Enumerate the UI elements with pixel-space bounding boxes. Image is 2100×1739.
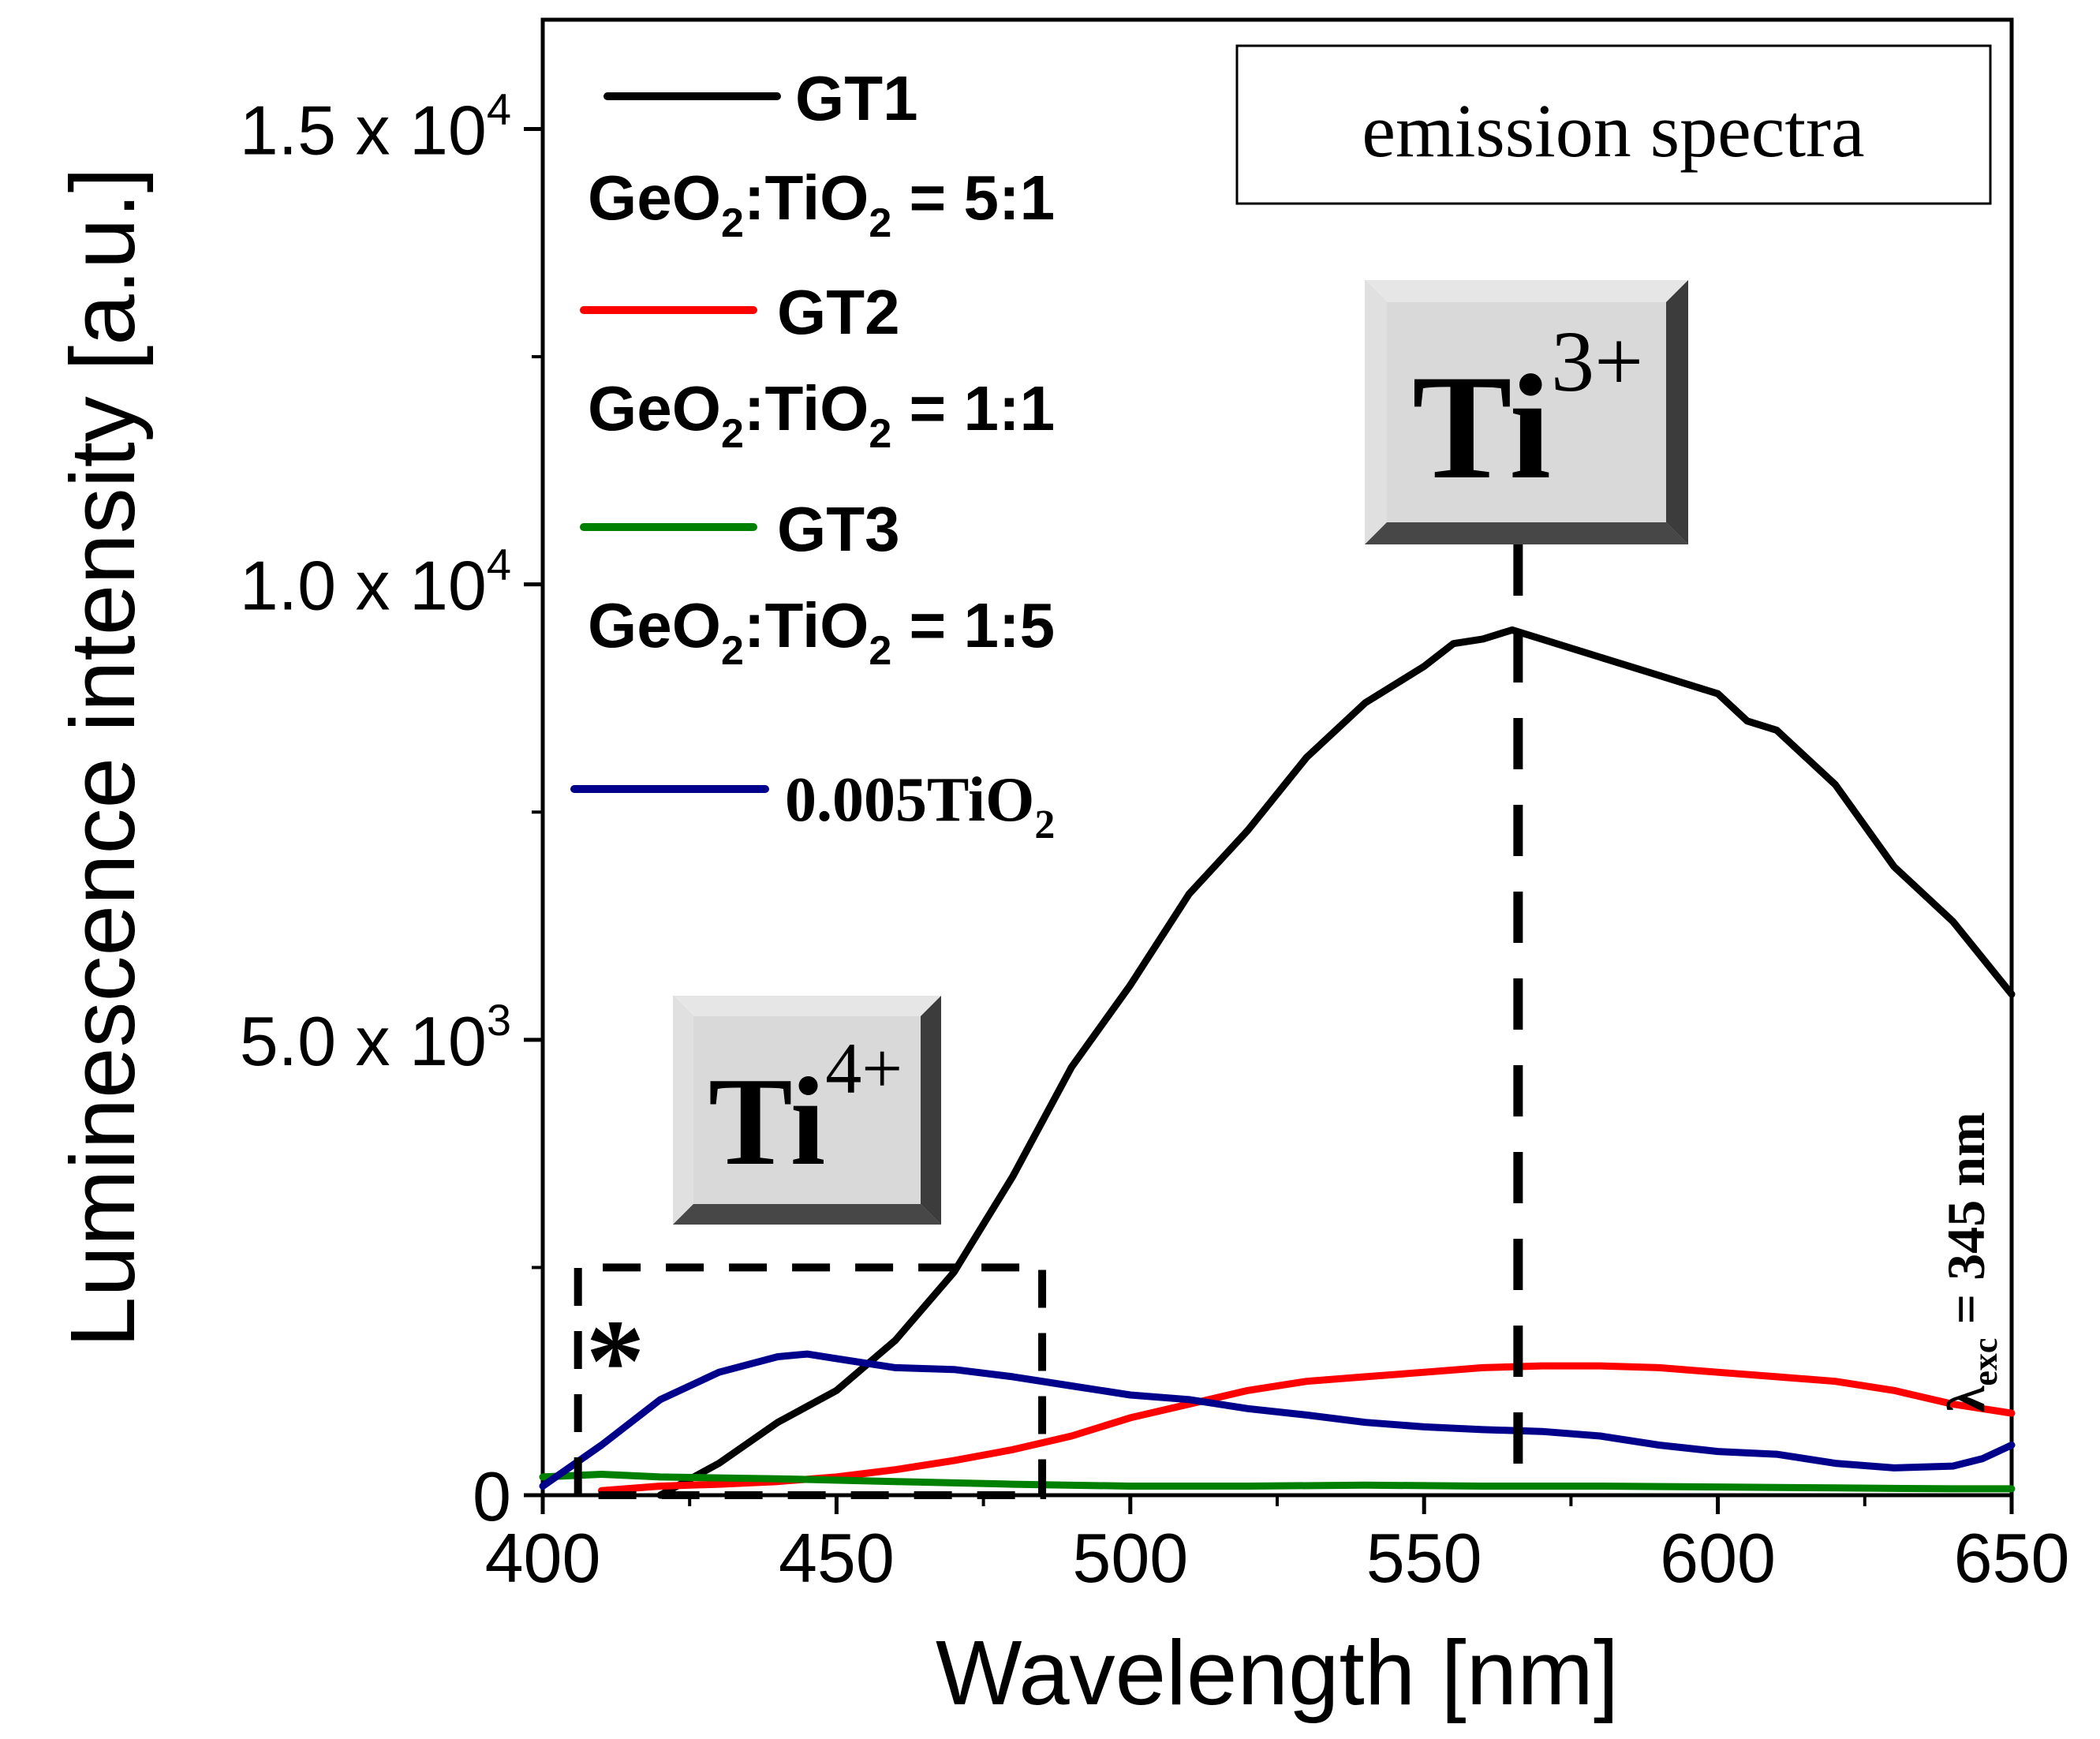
text-run: GeO [588, 590, 721, 660]
subscript: 2 [869, 411, 891, 457]
legend-ratio: GeO2:TiO2 = 1:1 [588, 373, 1055, 457]
legend-ratio: GeO2:TiO2 = 1:5 [588, 590, 1055, 674]
x-tick-label: 400 [485, 1519, 601, 1597]
y-tick-mantissa: 0 [473, 1457, 511, 1535]
ti4-charge: 4+ [825, 1028, 902, 1109]
series-line-gt1 [656, 626, 2016, 1499]
box-bevel-right [921, 996, 941, 1225]
text-run: 0 [785, 765, 816, 835]
box-face [1387, 302, 1666, 522]
text-run: :TiO [744, 590, 869, 660]
text-run: :TiO [744, 373, 869, 443]
y-tick-mantissa: 1.5 x 10 [240, 92, 487, 170]
x-tick-label: 550 [1366, 1519, 1482, 1597]
box-face [693, 1016, 921, 1204]
excitation-symbol: λ [1936, 1386, 1996, 1412]
box-bevel-right [1666, 280, 1688, 544]
text-run: = 1:1 [891, 373, 1055, 443]
text-run: :TiO [744, 163, 869, 233]
x-tick-label: 500 [1072, 1519, 1188, 1597]
box-bevel-top [673, 996, 941, 1016]
y-axis-title: Luminescence intensity [a.u.] [51, 167, 154, 1348]
series-line-0-005tio2 [539, 1350, 2016, 1490]
chart-title: emission spectra [1362, 88, 1864, 173]
y-tick-label: 5.0 x 103 [240, 995, 511, 1080]
text-run: GeO [588, 373, 721, 443]
legend-label: GT2 [777, 277, 900, 347]
series-line-gt3 [539, 1471, 2016, 1493]
y-tick-exponent: 4 [487, 84, 511, 134]
ti4-region-dashed-box [574, 1263, 1047, 1499]
ti3-charge: 3+ [1551, 313, 1643, 410]
text-run: .005TiO [816, 765, 1034, 835]
legend-label: GT3 [777, 494, 900, 564]
legend-ratio: GeO2:TiO2 = 5:1 [588, 163, 1055, 246]
ti3-label-box [1365, 280, 1688, 544]
legend-label: 0.005TiO2 [785, 765, 1055, 847]
ti4-label: Ti4+ [708, 1028, 902, 1191]
ti3-label: Ti3+ [1412, 313, 1643, 510]
y-tick-mantissa: 5.0 x 10 [240, 1002, 487, 1080]
box-bevel-left [1365, 280, 1387, 544]
subscript: 2 [721, 628, 744, 674]
y-tick-label: 0 [473, 1457, 511, 1535]
subscript: 2 [721, 411, 744, 457]
text-run: GeO [588, 163, 721, 233]
box-bevel-top [1365, 280, 1688, 302]
y-tick-exponent: 4 [487, 540, 511, 589]
y-tick-label: 1.0 x 104 [240, 540, 511, 625]
y-tick-exponent: 3 [487, 995, 511, 1045]
x-tick-label: 450 [779, 1519, 895, 1597]
ti4-label-box [673, 996, 941, 1225]
excitation-value: = 345 nm [1936, 1112, 1996, 1337]
text-run: = 5:1 [891, 163, 1055, 233]
subscript: 2 [1034, 802, 1055, 847]
ti3-element: Ti [1412, 345, 1551, 510]
subscript: 2 [869, 628, 891, 674]
x-tick-label: 600 [1660, 1519, 1776, 1597]
box-bevel-bottom [673, 1204, 941, 1225]
text-run: = 1:5 [891, 590, 1055, 660]
y-tick-mantissa: 1.0 x 10 [240, 547, 487, 625]
series-layer [539, 626, 2016, 1499]
asterisk-mark: * [586, 1296, 645, 1427]
subscript: 2 [869, 200, 891, 246]
box-bevel-left [673, 996, 693, 1225]
excitation-label: λexc = 345 nm [1936, 1112, 2005, 1412]
x-tick-label: 650 [1954, 1519, 2070, 1597]
ti4-element: Ti [708, 1051, 825, 1191]
x-axis-title: Wavelength [nm] [936, 1621, 1619, 1724]
subscript: 2 [721, 200, 744, 246]
title-box [1235, 44, 1992, 205]
y-tick-label: 1.5 x 104 [240, 84, 511, 170]
legend-label: GT1 [795, 63, 918, 133]
excitation-subscript: exc [1966, 1338, 2005, 1386]
legend-item-0-005tio2: 0.005TiO2 [570, 765, 1055, 847]
box-bevel-bottom [1365, 522, 1688, 544]
